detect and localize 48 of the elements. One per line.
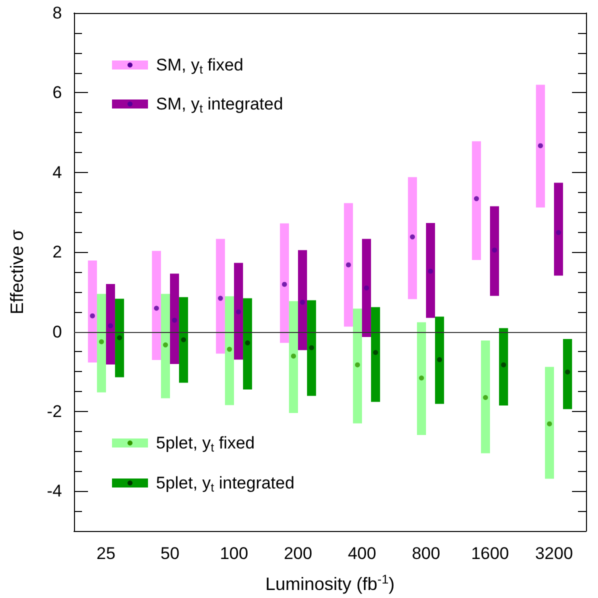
- bar: [435, 316, 444, 404]
- bar: [362, 238, 372, 337]
- bar: [243, 298, 252, 390]
- bar: [234, 262, 244, 360]
- x-tick-label: 200: [284, 544, 312, 563]
- bar: [554, 182, 564, 276]
- x-tick-label: 800: [412, 544, 440, 563]
- bar: [352, 308, 362, 424]
- y-tick-label: 0: [52, 322, 62, 342]
- x-tick-label: 1600: [471, 544, 509, 563]
- bar: [280, 223, 289, 343]
- bar: [298, 250, 308, 350]
- bar: [307, 300, 316, 396]
- bar: [490, 206, 500, 296]
- x-tick-label: 3200: [535, 544, 573, 563]
- bar: [160, 294, 170, 398]
- bar: [88, 260, 97, 362]
- x-tick-label: 400: [348, 544, 376, 563]
- bar: [408, 177, 417, 300]
- bar: [152, 250, 161, 360]
- bar: [536, 84, 545, 208]
- bar: [371, 307, 380, 402]
- bar: [115, 298, 124, 378]
- bar: [499, 328, 508, 406]
- bar: [480, 340, 490, 454]
- bar: [216, 238, 225, 354]
- bar: [426, 222, 436, 318]
- bar: [224, 296, 234, 406]
- x-tick-label: 50: [160, 544, 180, 563]
- bar: [106, 284, 116, 364]
- bar: [344, 203, 353, 327]
- bar: [563, 338, 572, 410]
- x-tick-label: 100: [220, 544, 248, 563]
- bar: [170, 274, 180, 364]
- y-tick-label: 8: [52, 4, 62, 22]
- bar: [288, 301, 298, 414]
- y-tick-label: 6: [52, 83, 62, 102]
- bar: [179, 297, 188, 383]
- bar: [544, 366, 554, 479]
- y-tick-label: 4: [52, 162, 62, 182]
- bar: [416, 322, 426, 435]
- x-tick-label: 25: [96, 544, 116, 563]
- y-tick-label: -2: [46, 402, 62, 421]
- bar: [96, 294, 106, 392]
- y-tick-label: 2: [52, 242, 62, 262]
- y-tick-label: -4: [46, 482, 62, 501]
- bar: [472, 141, 481, 260]
- y-axis-title: Effective σ: [7, 230, 27, 314]
